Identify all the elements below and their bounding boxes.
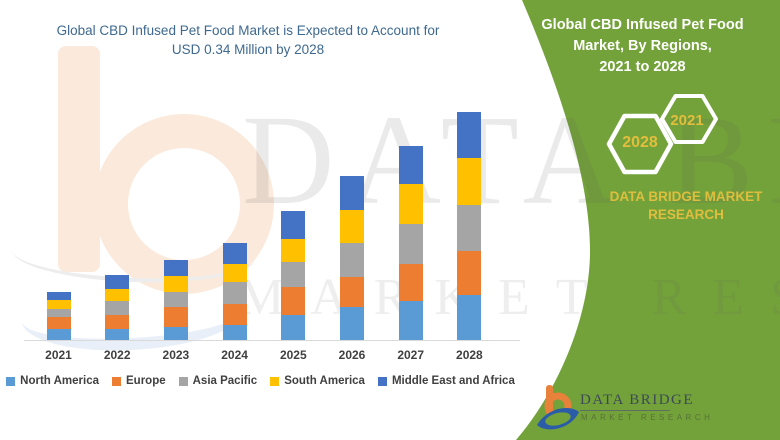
chart-title: Global CBD Infused Pet Food Market is Ex… <box>22 21 474 59</box>
bar-2021-segment-asia-pacific <box>46 308 71 318</box>
legend-swatch-asia-pacific <box>178 376 188 386</box>
bar-2027-segment-south-america <box>398 184 423 224</box>
side-panel-title: Global CBD Infused Pet Food Market, By R… <box>530 15 755 78</box>
x-axis-label-2024: 2024 <box>221 348 248 362</box>
legend-swatch-south-america <box>270 376 280 386</box>
hexagon-2021-label: 2021 <box>670 112 704 129</box>
bar-2025-segment-north-america <box>281 315 306 340</box>
bar-2028-segment-south-america <box>457 158 482 206</box>
bar-2027-segment-middle-east-and-africa <box>398 145 423 185</box>
bar-2023-segment-middle-east-and-africa <box>163 259 188 277</box>
hexagon-2028-label: 2028 <box>622 134 658 151</box>
logo-underline <box>580 410 670 411</box>
bar-2021-segment-south-america <box>46 300 71 309</box>
x-axis-label-2027: 2027 <box>397 348 425 362</box>
bar-2025 <box>281 211 306 340</box>
bar-2023-segment-south-america <box>163 276 188 292</box>
x-axis-label-2021: 2021 <box>45 348 72 362</box>
legend-swatch-middle-east-and-africa <box>377 376 387 386</box>
x-axis-label-2028: 2028 <box>456 348 483 362</box>
bar-2021 <box>46 292 71 340</box>
chart-title-line1: Global CBD Infused Pet Food Market is Ex… <box>56 23 440 38</box>
x-axis-label-2025: 2025 <box>279 348 307 362</box>
bar-2027-segment-north-america <box>398 301 423 340</box>
chart-legend: North America Europe Asia Pacific South Ame… <box>6 372 515 390</box>
bar-2026-segment-north-america <box>340 307 364 340</box>
x-axis-label-2026: 2026 <box>338 348 366 362</box>
legend-label-asia-pacific: Asia Pacific <box>192 375 258 387</box>
legend-item-asia-pacific: Asia Pacific <box>178 375 258 387</box>
bar-2024-segment-middle-east-and-africa <box>222 243 247 264</box>
bar-2028-segment-europe <box>457 250 482 296</box>
bar-2024 <box>222 243 247 340</box>
bar-2025-segment-asia-pacific <box>281 262 306 288</box>
bar-2025-segment-south-america <box>281 238 306 263</box>
bar-2027-segment-asia-pacific <box>398 224 423 264</box>
bar-2028-segment-middle-east-and-africa <box>457 112 482 159</box>
bar-2022-segment-europe <box>105 314 130 329</box>
bar-2025-segment-europe <box>281 287 306 316</box>
data-bridge-logo-text: DATA BRIDGE <box>580 392 695 408</box>
data-bridge-logo-subtitle: MARKET RESEARCH <box>581 413 714 422</box>
x-axis-label-2023: 2023 <box>162 348 190 362</box>
legend-label-north-america: North America <box>20 375 99 387</box>
legend-label-middle-east-and-africa: Middle East and Africa <box>391 375 515 387</box>
bar-2023-segment-europe <box>163 307 188 327</box>
bar-2021-segment-middle-east-and-africa <box>46 292 71 301</box>
legend-swatch-north-america <box>6 376 16 386</box>
bar-2028-segment-north-america <box>457 295 482 340</box>
bar-2023-segment-asia-pacific <box>163 291 188 308</box>
legend-item-south-america: South America <box>270 375 365 387</box>
bar-2028 <box>457 112 482 340</box>
bar-2022-segment-north-america <box>105 328 130 340</box>
chart-title-line2: USD 0.34 Million by 2028 <box>171 42 325 57</box>
bar-2022-segment-south-america <box>105 289 130 302</box>
side-panel-title-line2: Market, By Regions, <box>573 38 712 54</box>
bar-2021-segment-north-america <box>46 328 71 340</box>
bar-2026-segment-asia-pacific <box>340 242 364 277</box>
bar-2024-segment-north-america <box>222 325 247 340</box>
bar-2022 <box>105 274 130 340</box>
bar-2027-segment-europe <box>398 263 423 302</box>
bar-2026 <box>340 176 364 340</box>
bar-2021-segment-europe <box>46 317 71 329</box>
bar-2026-segment-middle-east-and-africa <box>340 176 364 210</box>
side-panel-title-line1: Global CBD Infused Pet Food <box>541 17 744 33</box>
data-bridge-logo-icon <box>537 385 579 430</box>
bar-2024-segment-europe <box>222 304 247 326</box>
legend-item-europe: Europe <box>112 375 166 387</box>
bar-2028-segment-asia-pacific <box>457 205 482 251</box>
bar-2022-segment-middle-east-and-africa <box>105 274 130 290</box>
legend-label-south-america: South America <box>284 375 365 387</box>
bar-2025-segment-middle-east-and-africa <box>281 211 306 239</box>
x-axis-line <box>24 340 520 341</box>
legend-item-middle-east-and-africa: Middle East and Africa <box>377 375 515 387</box>
bar-2024-segment-south-america <box>222 263 247 283</box>
legend-swatch-europe <box>112 376 121 386</box>
legend-item-north-america: North America <box>6 375 99 387</box>
bar-2022-segment-asia-pacific <box>105 301 130 315</box>
bar-2024-segment-asia-pacific <box>222 282 247 305</box>
bar-2023 <box>163 259 188 340</box>
bar-2023-segment-north-america <box>163 326 188 340</box>
side-panel-brand-text: DATA BRIDGE MARKET RESEARCH <box>609 189 763 222</box>
bar-2027 <box>398 145 423 340</box>
bar-2026-segment-south-america <box>340 209 364 243</box>
side-panel-title-line3: 2021 to 2028 <box>599 59 686 75</box>
bar-2026-segment-europe <box>340 276 364 308</box>
legend-label-europe: Europe <box>126 375 166 387</box>
x-axis-label-2022: 2022 <box>103 348 131 362</box>
